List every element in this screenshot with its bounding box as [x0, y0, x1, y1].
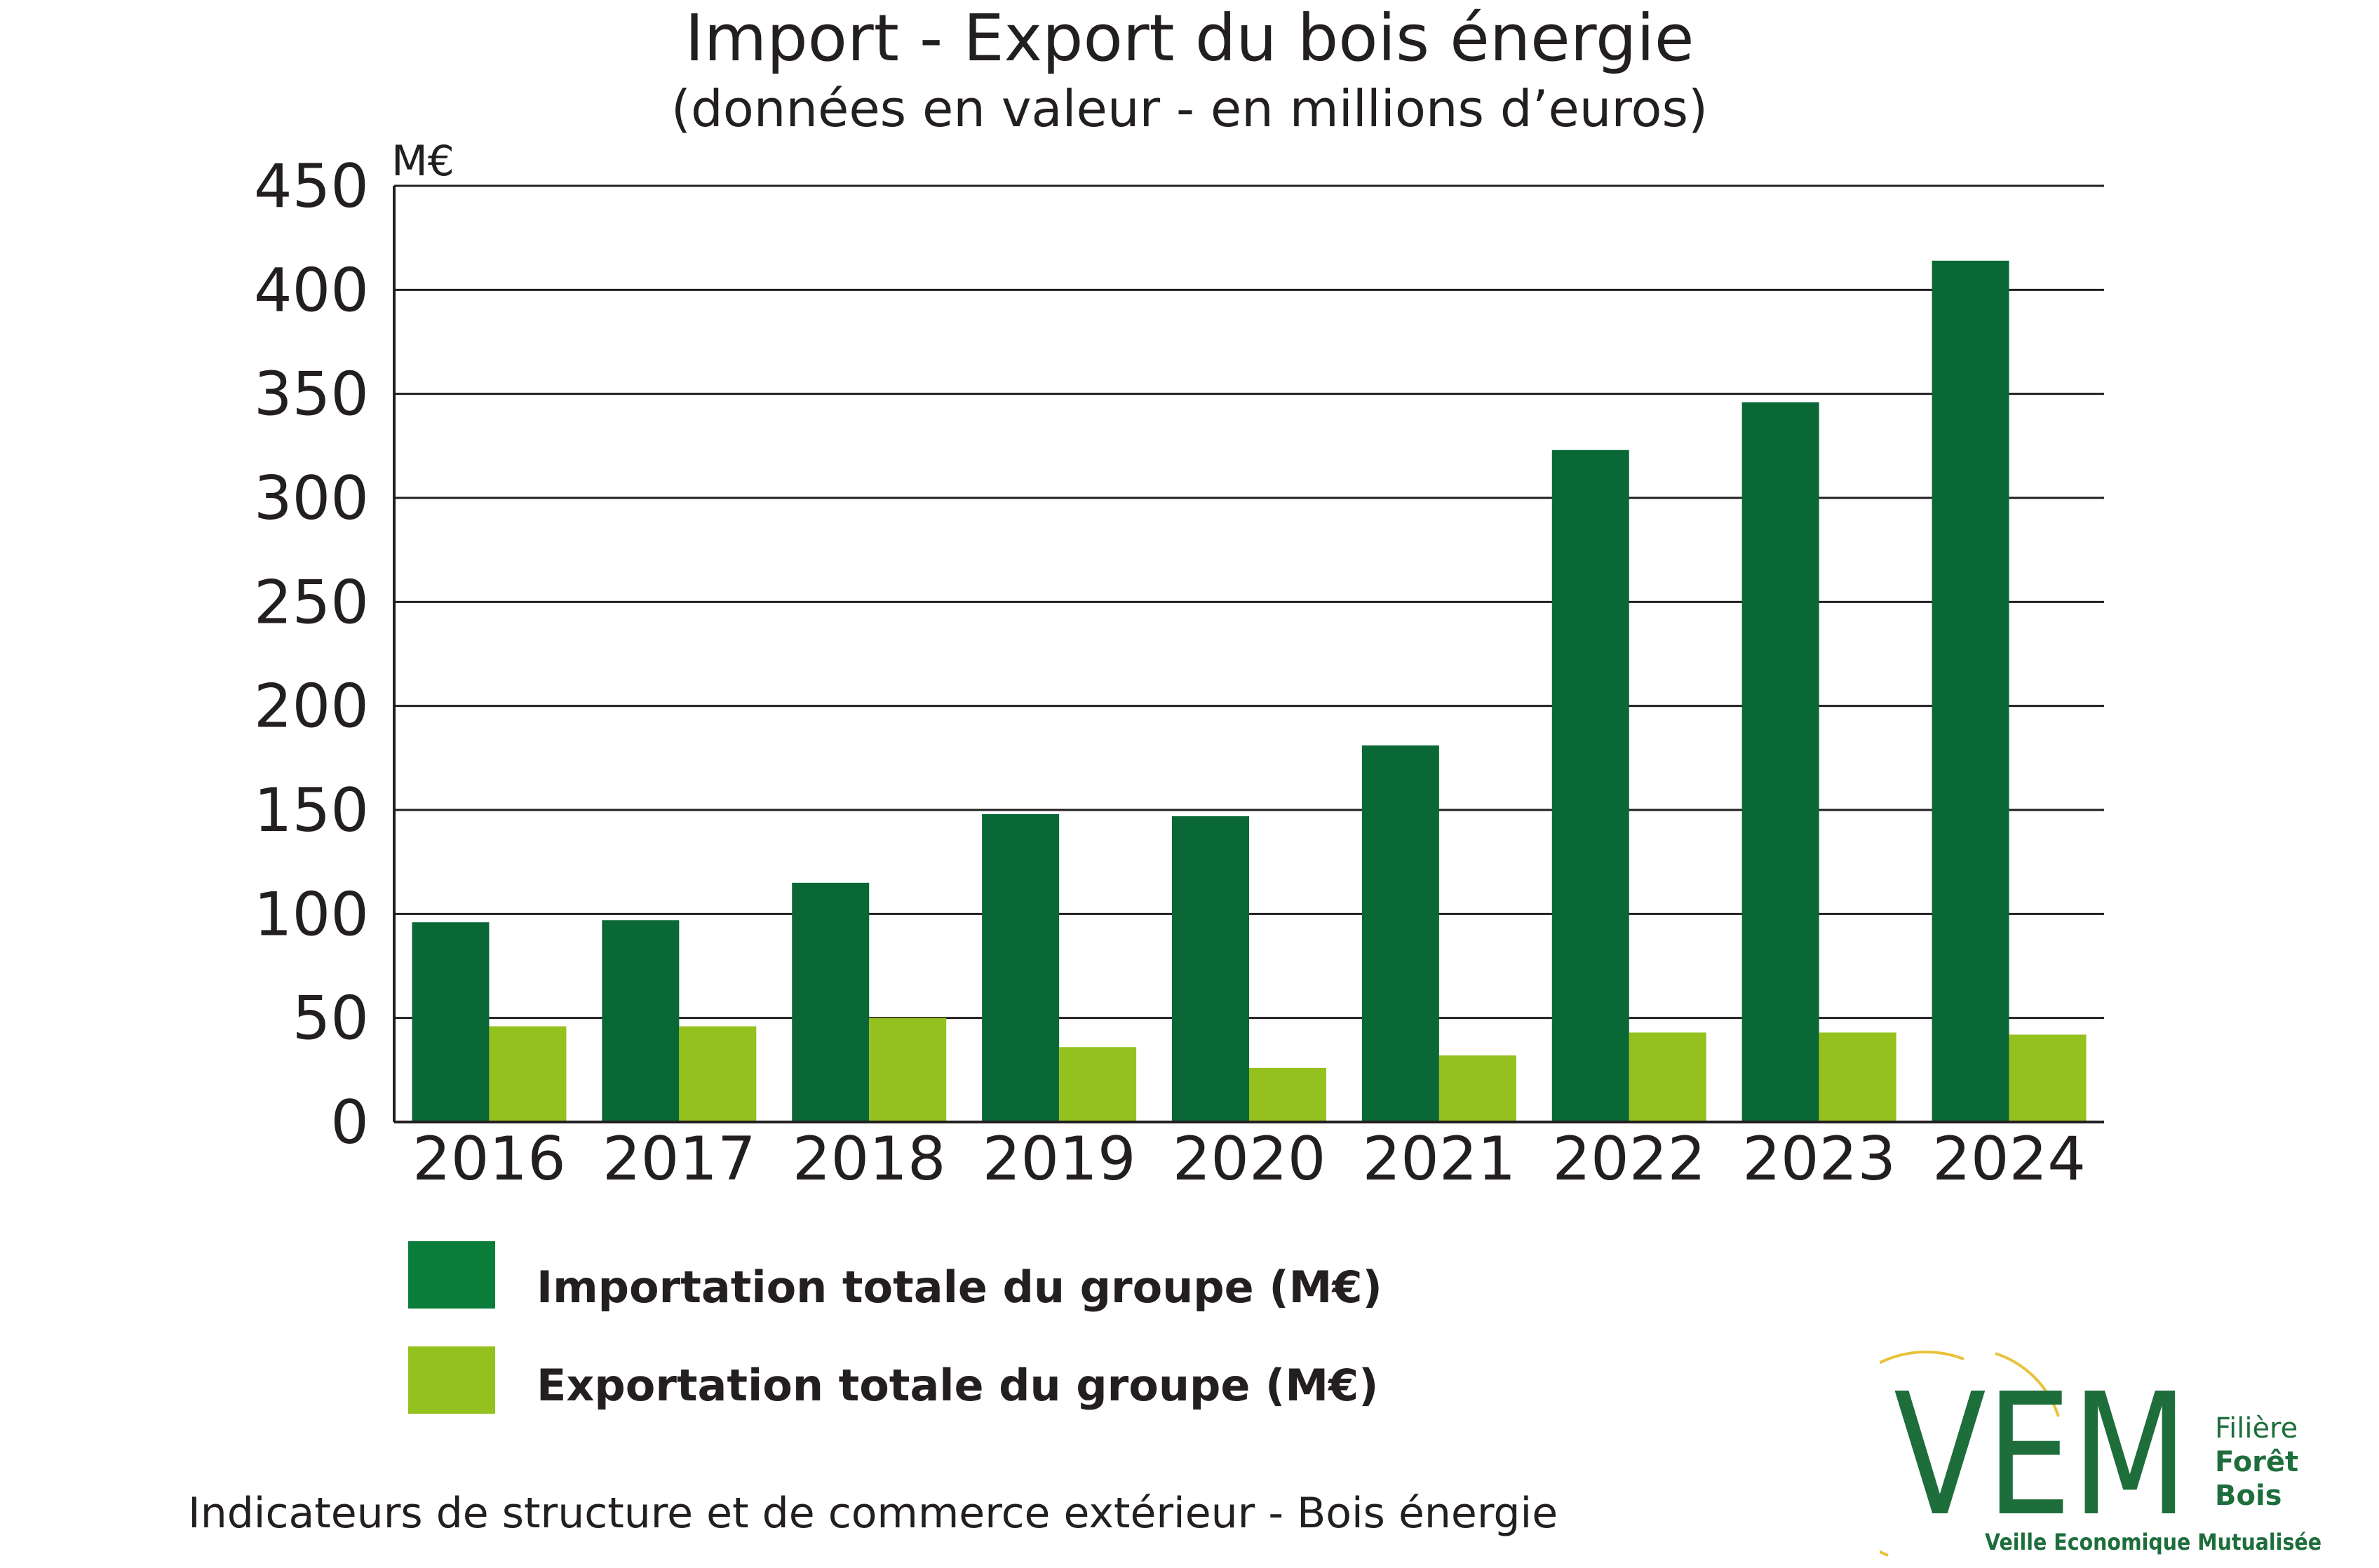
x-tick-label: 2019 [983, 1124, 1136, 1194]
x-tick-label: 2020 [1173, 1124, 1326, 1194]
logo-line-foret: Forêt [2215, 1446, 2298, 1478]
bar-export-2018 [869, 1018, 947, 1122]
logo-letters: VEM [1894, 1357, 2188, 1553]
x-tick-label: 2016 [412, 1124, 566, 1194]
logo-arc [1880, 1351, 1964, 1557]
chart-title: Import - Export du bois énergie [685, 1, 1694, 76]
chart-subtitle: (données en valeur - en millions d’euros… [670, 79, 1709, 138]
bar-export-2016 [489, 1026, 567, 1122]
bar-export-2021 [1438, 1055, 1516, 1122]
logo-arc-inner [1995, 1352, 2060, 1417]
bar-export-2023 [1819, 1032, 1896, 1122]
y-tick-label: 250 [254, 567, 369, 637]
x-tick-label: 2022 [1552, 1124, 1706, 1194]
bar-export-2024 [2009, 1034, 2087, 1122]
bar-export-2019 [1059, 1047, 1137, 1122]
y-tick-label: 150 [254, 776, 369, 846]
bar-import-2017 [602, 920, 680, 1122]
x-tick-label: 2017 [602, 1124, 756, 1194]
y-tick-label: 50 [292, 984, 369, 1054]
legend-label-export: Exportation totale du groupe (M€) [537, 1360, 1379, 1411]
y-tick-label: 400 [254, 255, 369, 325]
y-axis-label: M€ [391, 137, 454, 186]
bar-import-2022 [1551, 450, 1629, 1122]
bar-export-2022 [1629, 1032, 1706, 1122]
bar-export-2020 [1249, 1067, 1326, 1122]
footer-caption: Indicateurs de structure et de commerce … [188, 1489, 1558, 1538]
y-tick-label: 100 [254, 879, 369, 949]
logo-line-bois: Bois [2215, 1480, 2282, 1512]
x-tick-label: 2024 [1932, 1124, 2086, 1194]
bar-import-2016 [412, 922, 490, 1122]
y-tick-label: 450 [254, 151, 369, 222]
x-tick-label: 2023 [1742, 1124, 1896, 1194]
bar-import-2023 [1741, 402, 1819, 1122]
x-tick-label: 2021 [1362, 1124, 1516, 1194]
bar-import-2019 [982, 813, 1060, 1122]
logo-line-filiere: Filière [2215, 1412, 2298, 1445]
y-tick-label: 350 [254, 360, 369, 430]
bar-import-2021 [1361, 745, 1439, 1122]
bar-import-2018 [792, 882, 870, 1122]
bar-import-2020 [1172, 816, 1249, 1122]
bar-export-2017 [679, 1026, 757, 1122]
bar-import-2024 [1932, 260, 2009, 1122]
y-tick-label: 200 [254, 672, 369, 742]
x-tick-label: 2018 [793, 1124, 946, 1194]
legend-label-import: Importation totale du groupe (M€) [537, 1262, 1382, 1313]
bar-chart: 0 50 100 150 200 250 300 350 400 450 M€ 2016 2017 201… [254, 137, 2104, 1194]
legend-swatch-import [408, 1241, 495, 1309]
logo-tagline: Veille Economique Mutualisée [1985, 1529, 2321, 1555]
legend-swatch-export [408, 1346, 495, 1414]
y-tick-label: 0 [330, 1088, 369, 1158]
vem-logo: VEM Filière Forêt Bois Veille Economique… [1880, 1351, 2321, 1557]
y-tick-label: 300 [254, 464, 369, 534]
